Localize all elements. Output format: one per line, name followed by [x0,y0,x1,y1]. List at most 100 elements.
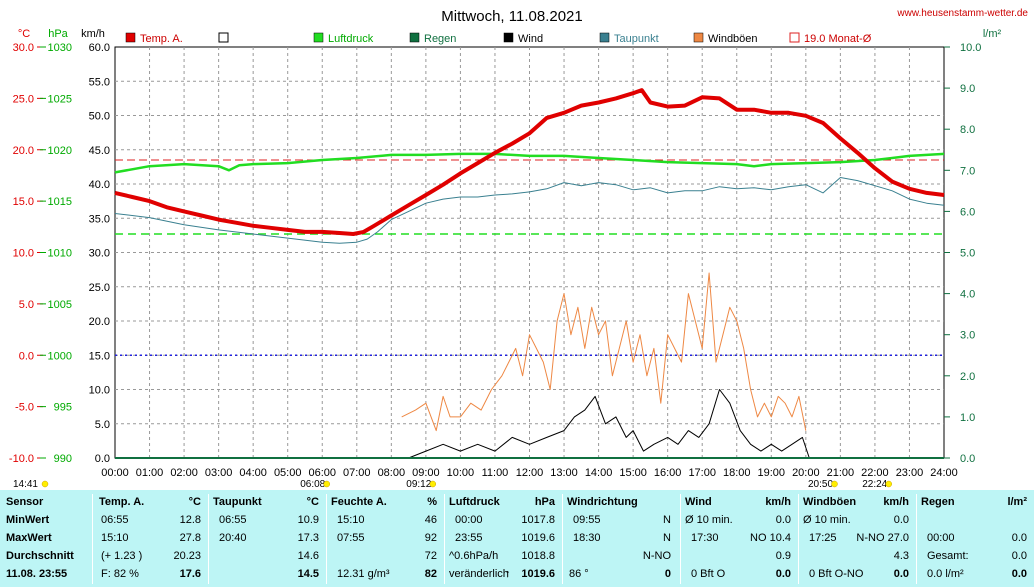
wind-tick-label: 25.0 [89,282,110,294]
row-label-current: 11.08. 23:55 [6,568,68,580]
winddir-max-time: 18:30 [573,532,601,544]
pressure-tick-label: 1030 [48,42,72,54]
rain-tick-label: 2.0 [960,371,975,383]
rain-total-label: Gesamt: [927,550,969,562]
wind-tick-label: 55.0 [89,76,110,88]
wind-min-note: Ø 10 min. [685,514,733,526]
temp-tick-label: 30.0 [13,42,34,54]
x-tick-label: 24:00 [930,467,958,479]
wind-tick-label: 30.0 [89,248,110,260]
temp-tick-label: 15.0 [13,196,34,208]
rain-tick-label: 3.0 [960,330,975,342]
time-marker-label: 22:24 [862,479,887,490]
temp-max-time: 15:10 [101,532,129,544]
legend-swatch [503,32,514,43]
axis-ticks: 30.0 25.0 20.0 15.0 10.0 5.0 0.0 -5.0 -10.0 1030 1… [9,42,982,479]
pressure-max-value: 1019.6 [521,532,555,544]
pressure-tick-label: 1025 [48,93,72,105]
temp-current-note: F: 82 % [101,568,139,580]
rain-tick-label: 4.0 [960,289,975,301]
x-tick-label: 14:00 [585,467,613,479]
x-tick-label: 21:00 [827,467,855,479]
wind-current-value: 0.0 [775,568,791,580]
legend-swatch [313,32,324,43]
rain-tick-label: 9.0 [960,83,975,95]
wind-avg-value: 0.9 [775,550,791,562]
x-tick-label: 16:00 [654,467,682,479]
rain-max-value: 0.0 [1011,532,1027,544]
legend-swatch [125,32,136,43]
gust-max-time: 17:25 [809,532,837,544]
winddir-degrees: 86 ° [569,568,589,580]
wind-beaufort: 0 Bft O [691,568,726,580]
x-tick-label: 19:00 [758,467,786,479]
pressure-tick-label: 1005 [48,299,72,311]
pressure-avg-value: 1018.8 [521,550,555,562]
x-tick-label: 23:00 [896,467,924,479]
legend: Temp. A. Luftdruck Regen Wind Taupunkt Windbö… [125,32,872,45]
winddir-column: Windrichtung 09:55 N 18:30 N N-NO 86 ° 0 [562,494,677,584]
series-windb-en [401,272,807,432]
time-marker-label: 14:41 [13,479,38,490]
rain-tick-label: 1.0 [960,412,975,424]
legend-label: Taupunkt [614,33,659,45]
rain-time: 00:00 [927,532,955,544]
x-tick-label: 18:00 [723,467,751,479]
axis-unit-pressure_hpa: hPa [48,28,68,40]
x-tick-label: 02:00 [170,467,198,479]
wind-tick-label: 15.0 [89,350,110,362]
pressure-tendency: veränderlich [449,568,509,580]
pressure-tick-label: 1000 [48,350,72,362]
dew-current-value: 14.5 [297,568,319,580]
wind-max-value: NO 10.4 [750,532,791,544]
wind-unit: km/h [765,496,791,508]
axis-unit-rain_lm2: l/m² [983,28,1002,40]
series-luftdruck [114,152,945,174]
x-tick-label: 13:00 [550,467,578,479]
wind-max-time: 17:30 [691,532,719,544]
row-label-avg: Durchschnitt [6,550,74,562]
site-link[interactable]: www.heusenstamm-wetter.de [896,8,1028,19]
sensor-column: Sensor MinWert MaxWert Durchschnitt 11.0… [4,494,88,584]
dewpoint-column: Taupunkt °C 06:55 10.9 20:40 17.3 14.6 14.5 [208,494,323,584]
row-label-min: MinWert [6,514,50,526]
time-marker-dot [429,480,437,488]
legend-label: Wind [518,33,543,45]
dew-header: Taupunkt [213,496,262,508]
pressure-unit: hPa [534,496,555,508]
temp-avg-note: (+ 1.23 ) [101,550,143,562]
axis-unit-wind_kmh: km/h [81,28,105,40]
temp-tick-label: 0.0 [19,350,34,362]
rain-tick-label: 5.0 [960,248,975,260]
temp-tick-label: -5.0 [15,402,34,414]
temp-min-time: 06:55 [101,514,129,526]
x-tick-label: 15:00 [619,467,647,479]
winddir-max-value: N [663,532,671,544]
x-tick-label: 09:00 [412,467,440,479]
weather-chart: Mittwoch, 11.08.2021 www.heusenstamm-wet… [9,8,1029,490]
temp-avg-value: 20.23 [173,550,201,562]
winddir-min-value: N [663,514,671,526]
series-wind [408,389,810,459]
wind-min-value: 0.0 [775,514,791,526]
x-tick-label: 17:00 [688,467,716,479]
pressure-tick-label: 990 [54,453,72,465]
time-marker-dot [885,480,892,488]
time-marker-dot [831,480,838,488]
x-tick-label: 03:00 [205,467,233,479]
humidity-column: Feuchte A.% 15:10 46 07:55 92 72 12.31 g/m… [326,494,441,584]
rain-tick-label: 10.0 [960,42,981,54]
legend-label: 19.0 Monat-Ø [804,33,872,45]
legend-label: Luftdruck [328,33,374,45]
rain-current-value: 0.0 [1011,568,1027,580]
grid [114,46,945,459]
pressure-up-arrow-icon: ↑ [505,568,511,580]
time-marker-dot [323,480,330,488]
dew-unit: °C [306,496,319,508]
x-tick-label: 11:00 [482,467,509,479]
temp-tick-label: 5.0 [19,299,34,311]
humidity-min-value: 46 [424,514,437,526]
pressure-min-time: 00:00 [455,514,483,526]
pressure-min-value: 1017.8 [521,514,555,526]
temp-max-value: 27.8 [179,532,201,544]
